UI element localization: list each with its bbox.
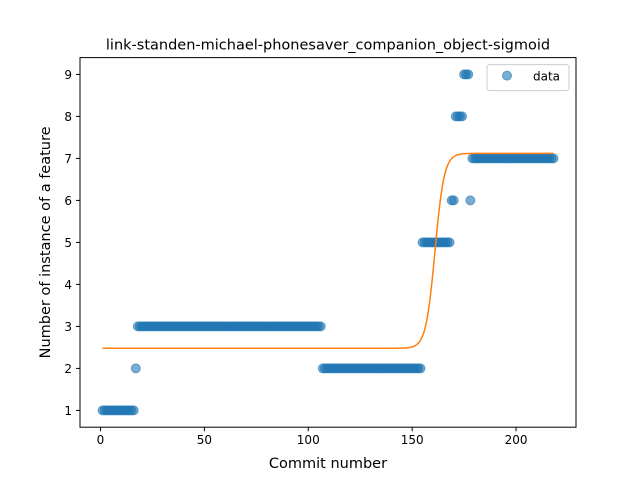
y-tick-label: 7 — [64, 152, 72, 166]
x-tick-label: 0 — [97, 433, 105, 447]
x-tick-label: 50 — [197, 433, 212, 447]
legend: data — [486, 64, 570, 92]
data-point — [444, 237, 455, 248]
y-tick-label: 8 — [64, 110, 72, 124]
y-tick-label: 9 — [64, 68, 72, 82]
data-point — [548, 153, 559, 164]
data-point — [128, 405, 139, 416]
x-axis-label: Commit number — [269, 456, 387, 472]
data-point — [448, 195, 459, 206]
x-tick-label: 200 — [505, 433, 528, 447]
sigmoid-fit-line — [102, 152, 554, 349]
plot-area — [97, 69, 559, 416]
tick-layer: 0 50 100 150 200 1 2 3 4 5 6 7 8 9 — [64, 68, 527, 447]
y-axis-label: Number of instance of a feature — [38, 126, 54, 358]
data-point — [465, 195, 476, 206]
y-tick-label: 2 — [64, 362, 72, 376]
x-tick-label: 100 — [297, 433, 320, 447]
y-tick-label: 3 — [64, 320, 72, 334]
data-point — [457, 111, 468, 122]
data-point — [315, 321, 326, 332]
data-point — [130, 363, 141, 374]
data-point — [415, 363, 426, 374]
data-point — [463, 69, 474, 80]
chart-title: link-standen-michael-phonesaver_companio… — [106, 38, 550, 54]
y-tick-label: 5 — [64, 236, 72, 250]
x-tick-label: 150 — [401, 433, 424, 447]
y-tick-label: 1 — [64, 404, 72, 418]
y-tick-label: 4 — [64, 278, 72, 292]
legend-label: data — [533, 70, 560, 84]
legend-marker — [502, 70, 512, 81]
y-tick-label: 6 — [64, 194, 72, 208]
